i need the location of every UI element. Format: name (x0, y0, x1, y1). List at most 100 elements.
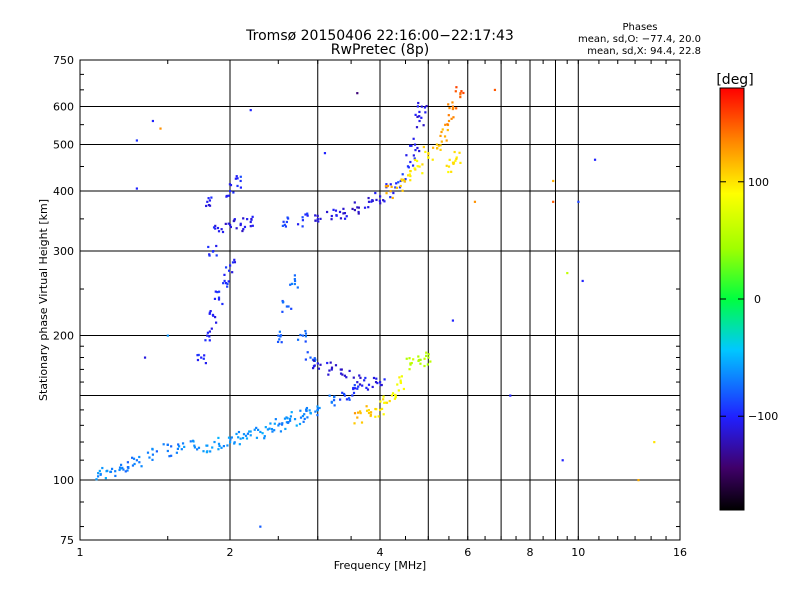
data-point (239, 437, 242, 440)
data-point (414, 113, 417, 116)
data-point (118, 468, 121, 472)
data-point (126, 466, 129, 469)
data-point (459, 95, 462, 99)
data-point (410, 144, 413, 147)
data-point (405, 154, 408, 157)
data-point (366, 388, 370, 391)
data-point (298, 422, 302, 426)
data-point (382, 413, 385, 416)
data-point (415, 126, 419, 129)
data-point (414, 158, 417, 162)
data-point (445, 164, 448, 167)
data-point (386, 184, 390, 187)
data-point (255, 436, 259, 439)
data-point (304, 332, 308, 335)
data-point (443, 135, 447, 138)
data-point (369, 413, 372, 416)
data-point (359, 376, 362, 379)
y-tick-label: 600 (53, 101, 74, 114)
data-point (223, 279, 226, 283)
data-point (424, 111, 427, 114)
data-point (193, 446, 197, 449)
data-point (335, 214, 338, 217)
y-axis-ticks: 75 100 200 300 400 500 600 750 (53, 54, 680, 547)
data-point (98, 469, 101, 473)
data-point (299, 409, 302, 412)
data-point (226, 282, 229, 286)
y-tick-label: 100 (53, 474, 74, 487)
data-point (293, 279, 297, 283)
chart-subtitle: RwPretec (8p) (331, 42, 429, 58)
data-point (274, 418, 277, 421)
data-point (351, 207, 354, 211)
data-point (394, 186, 397, 189)
x-tick-label: 4 (377, 546, 384, 559)
data-point (404, 178, 407, 181)
data-point (301, 414, 305, 418)
data-point (448, 106, 451, 110)
data-point (392, 191, 395, 195)
data-point (333, 395, 336, 398)
data-point (394, 393, 397, 396)
data-point (209, 309, 212, 313)
data-point (251, 215, 254, 218)
data-point (413, 143, 417, 146)
data-point (308, 409, 311, 412)
data-point (296, 338, 300, 341)
data-point (423, 364, 426, 368)
data-point (423, 106, 426, 109)
data-point (398, 186, 402, 189)
data-point (296, 223, 300, 226)
data-point (229, 441, 232, 444)
data-point (348, 398, 351, 401)
data-point (378, 199, 381, 202)
data-point (425, 351, 428, 354)
data-point (248, 430, 251, 433)
data-point (409, 179, 412, 182)
data-point (284, 225, 288, 228)
data-point (155, 450, 158, 453)
data-point (229, 190, 232, 193)
data-point (397, 181, 400, 184)
data-point (439, 148, 442, 151)
data-point (408, 357, 411, 360)
data-point (213, 315, 217, 319)
data-point (383, 378, 386, 381)
data-point (216, 226, 220, 230)
data-point (204, 362, 207, 365)
data-point (106, 469, 109, 472)
data-point (138, 461, 141, 464)
data-point (356, 92, 359, 95)
data-point (242, 217, 245, 220)
data-point (301, 225, 304, 228)
data-point (217, 436, 220, 440)
data-point (227, 222, 230, 225)
data-point (383, 200, 386, 203)
data-point (413, 157, 416, 160)
data-point (316, 405, 319, 408)
data-point (181, 442, 185, 445)
data-point (379, 202, 382, 205)
x-axis-label: Frequency [MHz] (334, 559, 426, 572)
data-point (279, 430, 283, 433)
data-point (401, 173, 404, 176)
data-point (566, 271, 569, 275)
data-point (293, 418, 297, 421)
data-point (385, 401, 389, 404)
data-point (99, 473, 102, 476)
data-point (455, 107, 458, 110)
colorbar-ticks: 100 0 −100 (720, 176, 778, 423)
data-point (279, 335, 282, 338)
data-point (383, 401, 386, 404)
data-point (229, 223, 232, 227)
data-point (314, 410, 317, 413)
data-point (418, 149, 421, 153)
data-point (176, 447, 180, 450)
data-point (211, 313, 215, 317)
data-point (399, 184, 402, 188)
data-point (233, 258, 236, 261)
data-point (313, 357, 316, 360)
data-point (581, 279, 584, 283)
data-point (202, 450, 205, 453)
data-point (407, 174, 410, 177)
